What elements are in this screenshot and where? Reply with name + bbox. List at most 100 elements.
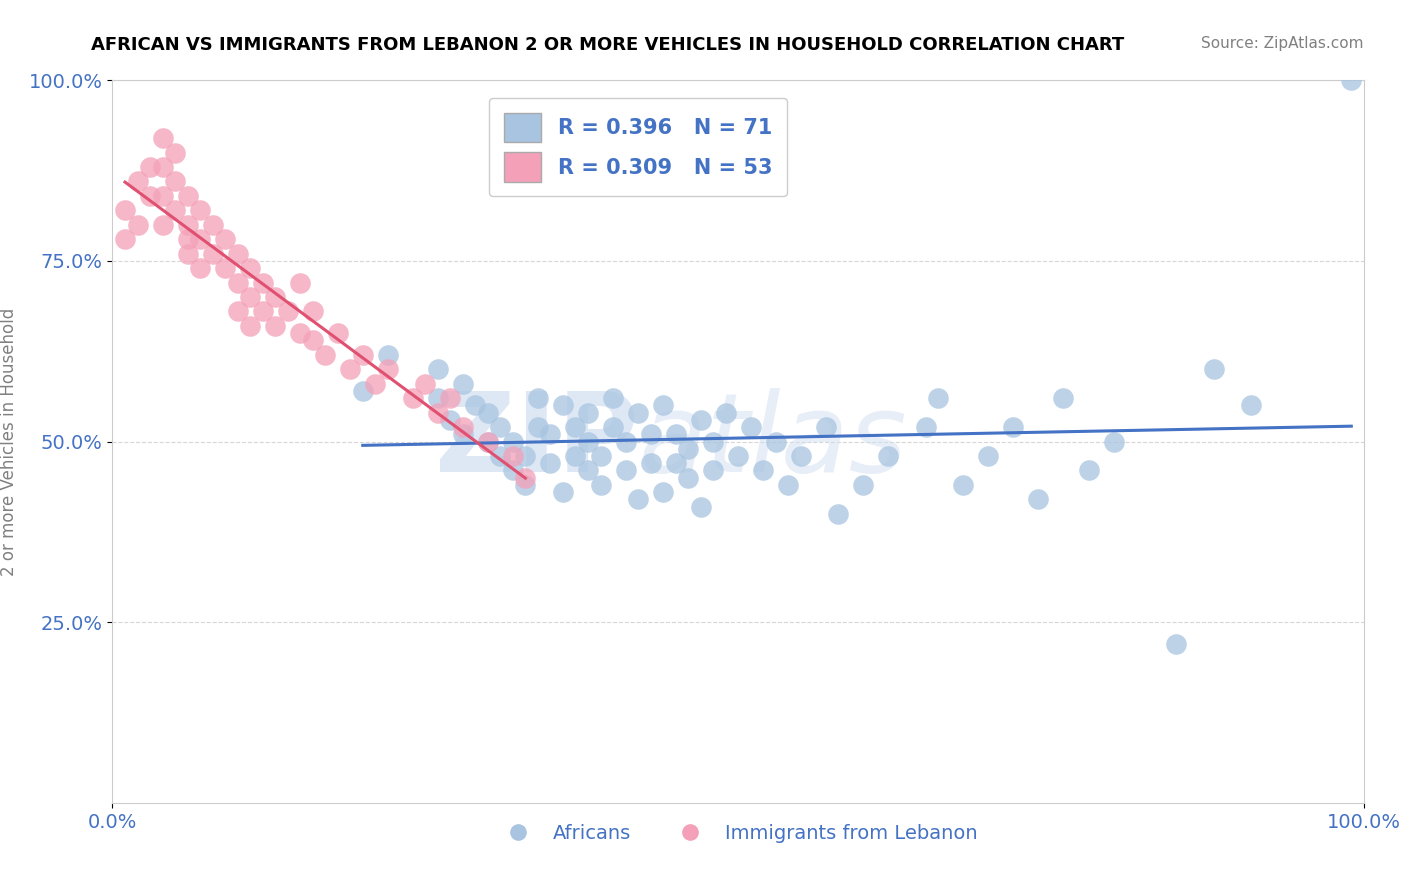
Point xyxy=(538,427,561,442)
Point xyxy=(239,290,262,304)
Point xyxy=(1052,391,1074,405)
Point xyxy=(214,232,236,246)
Text: atlas: atlas xyxy=(638,388,907,495)
Point xyxy=(139,189,162,203)
Point xyxy=(527,391,550,405)
Point xyxy=(589,478,612,492)
Point xyxy=(188,232,211,246)
Point xyxy=(765,434,787,449)
Point xyxy=(489,420,512,434)
Point xyxy=(290,326,312,340)
Point xyxy=(702,434,724,449)
Point xyxy=(614,434,637,449)
Point xyxy=(477,406,499,420)
Point xyxy=(602,420,624,434)
Point xyxy=(814,420,837,434)
Point xyxy=(652,398,675,412)
Point xyxy=(790,449,813,463)
Text: Source: ZipAtlas.com: Source: ZipAtlas.com xyxy=(1201,36,1364,51)
Point xyxy=(727,449,749,463)
Point xyxy=(176,246,198,260)
Point xyxy=(827,507,849,521)
Point xyxy=(952,478,974,492)
Point xyxy=(1028,492,1050,507)
Point xyxy=(226,276,249,290)
Point xyxy=(714,406,737,420)
Point xyxy=(277,304,299,318)
Point xyxy=(576,406,599,420)
Point xyxy=(352,384,374,398)
Point xyxy=(152,131,174,145)
Point xyxy=(1002,420,1025,434)
Point xyxy=(977,449,1000,463)
Point xyxy=(127,174,149,188)
Text: AFRICAN VS IMMIGRANTS FROM LEBANON 2 OR MORE VEHICLES IN HOUSEHOLD CORRELATION C: AFRICAN VS IMMIGRANTS FROM LEBANON 2 OR … xyxy=(91,36,1125,54)
Point xyxy=(664,456,686,470)
Point xyxy=(515,478,537,492)
Point xyxy=(163,145,186,160)
Point xyxy=(201,218,224,232)
Point xyxy=(451,427,474,442)
Point xyxy=(152,189,174,203)
Point xyxy=(301,304,323,318)
Point xyxy=(163,203,186,218)
Point xyxy=(1340,73,1362,87)
Point xyxy=(689,500,711,514)
Point xyxy=(740,420,762,434)
Point xyxy=(252,276,274,290)
Point xyxy=(439,413,461,427)
Point xyxy=(1164,637,1187,651)
Point xyxy=(477,434,499,449)
Point xyxy=(352,348,374,362)
Y-axis label: 2 or more Vehicles in Household: 2 or more Vehicles in Household xyxy=(0,308,18,575)
Point xyxy=(689,413,711,427)
Point xyxy=(152,160,174,174)
Point xyxy=(252,304,274,318)
Point xyxy=(426,406,449,420)
Point xyxy=(326,326,349,340)
Point xyxy=(877,449,900,463)
Point xyxy=(640,427,662,442)
Point xyxy=(515,470,537,484)
Point xyxy=(477,434,499,449)
Point xyxy=(214,261,236,276)
Point xyxy=(538,456,561,470)
Point xyxy=(163,174,186,188)
Point xyxy=(652,485,675,500)
Point xyxy=(778,478,800,492)
Point xyxy=(188,261,211,276)
Point xyxy=(702,463,724,477)
Point xyxy=(676,470,699,484)
Point xyxy=(576,434,599,449)
Point xyxy=(264,318,287,333)
Point xyxy=(451,376,474,391)
Point xyxy=(664,427,686,442)
Point xyxy=(564,420,586,434)
Point xyxy=(127,218,149,232)
Point xyxy=(752,463,775,477)
Point xyxy=(927,391,949,405)
Point xyxy=(201,246,224,260)
Point xyxy=(377,362,399,376)
Point xyxy=(627,406,650,420)
Point xyxy=(176,232,198,246)
Point xyxy=(290,276,312,290)
Point xyxy=(188,203,211,218)
Point xyxy=(139,160,162,174)
Point xyxy=(551,398,574,412)
Point xyxy=(301,334,323,348)
Point xyxy=(364,376,387,391)
Point xyxy=(627,492,650,507)
Point xyxy=(239,318,262,333)
Point xyxy=(676,442,699,456)
Point xyxy=(852,478,875,492)
Point xyxy=(564,449,586,463)
Point xyxy=(502,463,524,477)
Point xyxy=(602,391,624,405)
Point xyxy=(614,463,637,477)
Point xyxy=(339,362,361,376)
Point xyxy=(402,391,425,405)
Point xyxy=(152,218,174,232)
Point xyxy=(515,449,537,463)
Point xyxy=(114,203,136,218)
